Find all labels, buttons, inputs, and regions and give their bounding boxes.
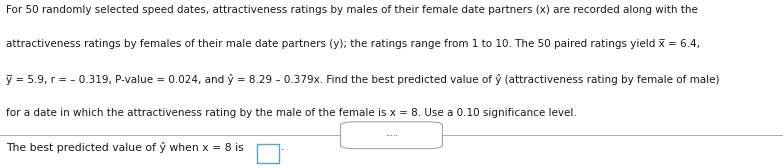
Text: The best predicted value of ŷ when x = 8 is: The best predicted value of ŷ when x = … [6, 142, 244, 153]
Text: attractiveness ratings by females of their male date partners (y); the ratings r: attractiveness ratings by females of the… [6, 39, 700, 50]
Text: for a date in which the attractiveness rating by the male of the female is x = 8: for a date in which the attractiveness r… [6, 108, 577, 118]
Text: .: . [281, 142, 284, 152]
FancyBboxPatch shape [257, 144, 279, 163]
Text: y̅ = 5.9, r = – 0.319, P-value = 0.024, and ŷ = 8.29 – 0.379x. Find the best pr: y̅ = 5.9, r = – 0.319, P-value = 0.024, … [6, 74, 720, 85]
Text: For 50 randomly selected speed dates, attractiveness ratings by males of their f: For 50 randomly selected speed dates, at… [6, 5, 698, 15]
Text: .....: ..... [385, 129, 398, 138]
FancyBboxPatch shape [341, 122, 442, 149]
